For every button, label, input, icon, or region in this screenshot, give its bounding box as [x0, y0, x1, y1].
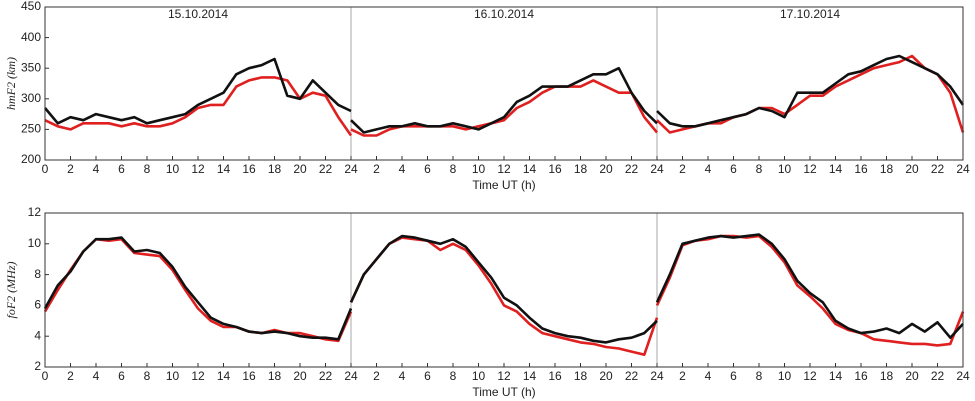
- x-tick-label: 20: [293, 162, 307, 176]
- x-tick-label: 6: [730, 162, 737, 176]
- x-tick-label: 10: [166, 369, 180, 383]
- y-tick-label: 250: [21, 122, 41, 136]
- y-axis-label: foF2 (MHz): [4, 262, 18, 319]
- plot-frame: [44, 212, 964, 368]
- series-line: [44, 54, 965, 134]
- x-axis-label: Time UT (h): [472, 178, 535, 192]
- x-tick-label: 16: [242, 369, 256, 383]
- x-tick-label: 16: [854, 369, 868, 383]
- x-tick-label: 18: [268, 162, 282, 176]
- x-tick-label: 4: [399, 369, 406, 383]
- x-tick-label: 16: [548, 162, 562, 176]
- x-tick-label: 14: [523, 369, 537, 383]
- x-tick-label: 2: [679, 162, 686, 176]
- series-line: [43, 233, 964, 344]
- y-tick-label: 450: [21, 0, 41, 13]
- x-tick-label: 12: [191, 162, 205, 176]
- x-tick-label: 6: [730, 369, 737, 383]
- y-tick-label: 8: [34, 267, 41, 281]
- x-tick-label: 18: [574, 369, 588, 383]
- x-tick-label: 12: [803, 162, 817, 176]
- day-label: 15.10.2014: [168, 7, 228, 21]
- x-tick-label: 10: [778, 369, 792, 383]
- x-tick-label: 18: [880, 369, 894, 383]
- x-tick-label: 22: [625, 369, 639, 383]
- x-tick-label: 2: [373, 162, 380, 176]
- x-tick-label: 4: [93, 162, 100, 176]
- x-tick-label: 18: [880, 162, 894, 176]
- x-tick-label: 22: [625, 162, 639, 176]
- x-tick-label: 2: [67, 162, 74, 176]
- day-label: 16.10.2014: [474, 7, 534, 21]
- y-tick-label: 300: [21, 91, 41, 105]
- x-tick-label: 4: [399, 162, 406, 176]
- plot-frame: [44, 6, 964, 161]
- x-tick-label: 10: [166, 162, 180, 176]
- x-tick-label: 14: [217, 369, 231, 383]
- x-tick-label: 20: [599, 369, 613, 383]
- x-tick-label: 24: [344, 162, 358, 176]
- x-tick-label: 16: [242, 162, 256, 176]
- x-tick-label: 10: [472, 369, 486, 383]
- x-tick-label: 10: [472, 162, 486, 176]
- x-tick-label: 8: [450, 162, 457, 176]
- x-tick-label: 14: [829, 369, 843, 383]
- x-tick-label: 2: [373, 369, 380, 383]
- y-tick-label: 4: [34, 328, 41, 342]
- x-tick-label: 20: [905, 369, 919, 383]
- x-tick-label: 6: [118, 162, 125, 176]
- x-tick-label: 0: [42, 369, 49, 383]
- x-tick-label: 24: [650, 162, 664, 176]
- x-tick-label: 8: [756, 369, 763, 383]
- x-axis-label: Time UT (h): [472, 385, 535, 399]
- x-tick-label: 24: [650, 369, 664, 383]
- x-tick-label: 22: [931, 162, 945, 176]
- x-tick-label: 14: [829, 162, 843, 176]
- y-axis-label: hmF2 (km): [4, 57, 18, 110]
- x-tick-label: 20: [905, 162, 919, 176]
- y-tick-label: 400: [21, 30, 41, 44]
- x-tick-label: 12: [803, 369, 817, 383]
- x-tick-label: 12: [497, 369, 511, 383]
- x-tick-label: 8: [144, 162, 151, 176]
- x-tick-label: 12: [497, 162, 511, 176]
- y-tick-label: 12: [28, 205, 42, 219]
- y-tick-label: 10: [28, 236, 42, 250]
- x-tick-label: 24: [956, 162, 970, 176]
- x-tick-label: 14: [217, 162, 231, 176]
- x-tick-label: 22: [319, 162, 333, 176]
- x-tick-label: 18: [574, 162, 588, 176]
- x-tick-label: 14: [523, 162, 537, 176]
- x-tick-label: 6: [118, 369, 125, 383]
- x-tick-label: 4: [705, 369, 712, 383]
- x-tick-label: 12: [191, 369, 205, 383]
- x-tick-label: 4: [93, 369, 100, 383]
- x-tick-label: 16: [548, 369, 562, 383]
- x-tick-label: 24: [956, 369, 970, 383]
- x-tick-label: 6: [424, 162, 431, 176]
- x-tick-label: 22: [319, 369, 333, 383]
- x-tick-label: 8: [756, 162, 763, 176]
- x-tick-label: 16: [854, 162, 868, 176]
- x-tick-label: 6: [424, 369, 431, 383]
- day-label: 17.10.2014: [780, 7, 840, 21]
- x-tick-label: 8: [450, 369, 457, 383]
- x-tick-label: 22: [931, 369, 945, 383]
- y-tick-label: 200: [21, 152, 41, 166]
- x-tick-label: 2: [67, 369, 74, 383]
- x-tick-label: 0: [42, 162, 49, 176]
- y-tick-label: 350: [21, 60, 41, 74]
- x-tick-label: 20: [293, 369, 307, 383]
- x-tick-label: 8: [144, 369, 151, 383]
- x-tick-label: 18: [268, 369, 282, 383]
- y-tick-label: 6: [34, 298, 41, 312]
- x-tick-label: 24: [344, 369, 358, 383]
- series-line: [44, 54, 965, 137]
- x-tick-label: 4: [705, 162, 712, 176]
- x-tick-label: 2: [679, 369, 686, 383]
- x-tick-label: 10: [778, 162, 792, 176]
- x-tick-label: 20: [599, 162, 613, 176]
- y-tick-label: 2: [34, 359, 41, 373]
